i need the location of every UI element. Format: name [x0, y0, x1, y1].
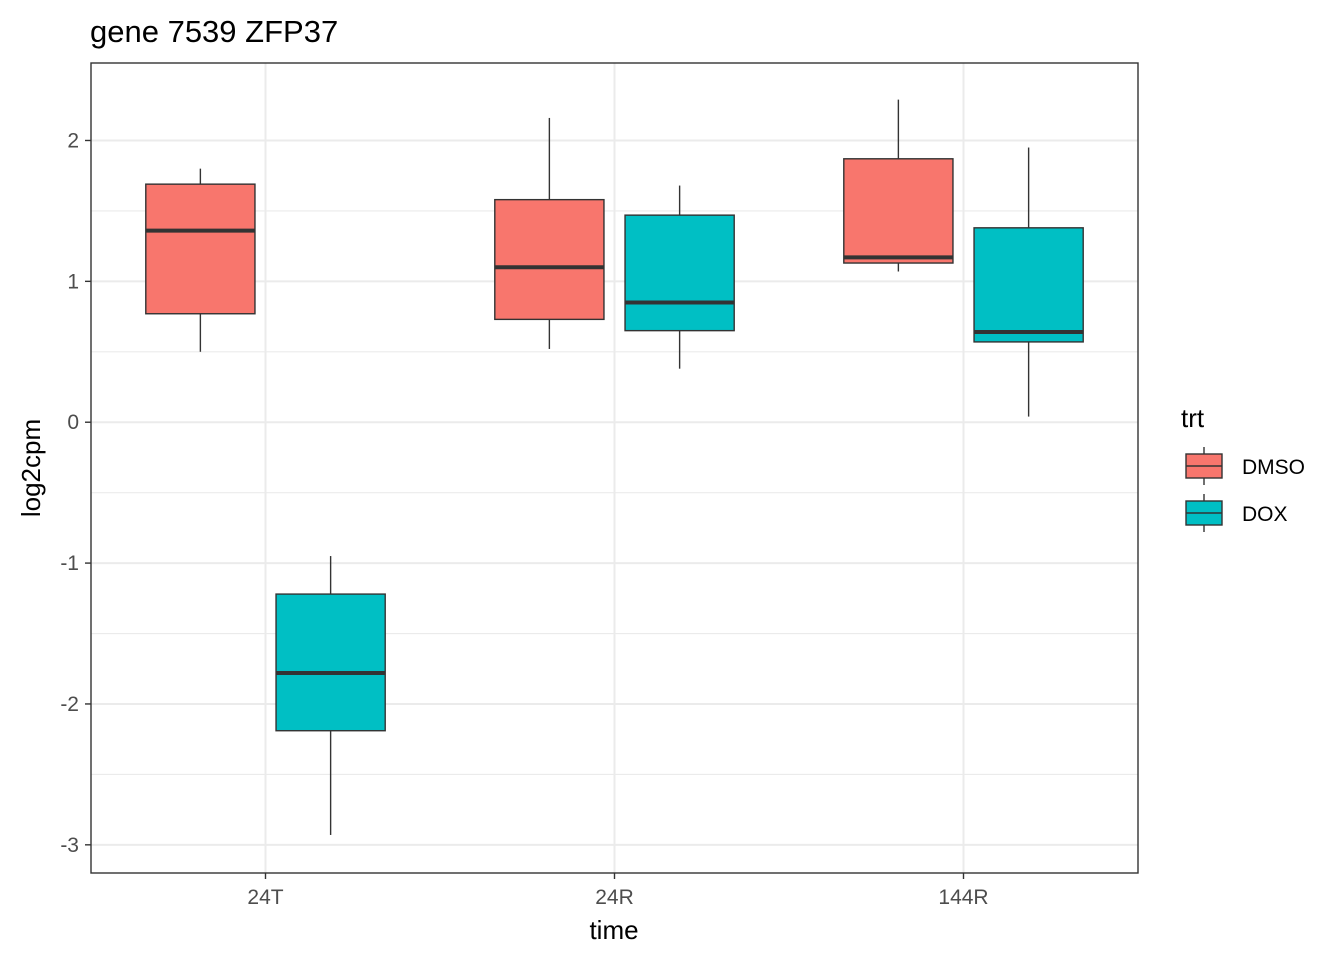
box-dmso-24t — [145, 168, 256, 352]
box-dmso-144r — [843, 99, 954, 272]
legend: trt DMSO DOX — [1181, 403, 1305, 532]
legend-title: trt — [1181, 403, 1205, 433]
boxes — [145, 99, 1084, 835]
box-body — [494, 198, 605, 321]
y-tick-label: 0 — [67, 411, 79, 434]
chart-title: gene 7539 ZFP37 — [90, 14, 338, 49]
legend-label: DOX — [1242, 503, 1288, 526]
y-tick-label: -3 — [60, 834, 79, 857]
box-body — [275, 593, 386, 732]
y-axis-title: log2cpm — [16, 419, 46, 517]
x-tick-label: 24R — [595, 886, 634, 909]
legend-entry-dox: DOX — [1185, 494, 1288, 532]
legend-label: DMSO — [1242, 456, 1305, 479]
box-body — [145, 183, 256, 315]
box-dox-24t — [275, 556, 386, 835]
plot-area — [90, 62, 1139, 874]
legend-entries: DMSO DOX — [1185, 447, 1305, 532]
box-dox-144r — [973, 147, 1084, 417]
y-axis: -3 -2 -1 0 1 2 — [60, 129, 91, 857]
x-axis-title: time — [589, 915, 638, 945]
box-body — [973, 227, 1084, 343]
grid-major — [91, 63, 1138, 873]
box-dmso-24r — [494, 117, 605, 349]
y-tick-label: 2 — [67, 129, 79, 152]
box-dox-24r — [624, 185, 735, 369]
legend-entry-dmso: DMSO — [1185, 447, 1305, 485]
box-body — [843, 158, 954, 264]
y-tick-label: -1 — [60, 552, 79, 575]
y-tick-label: 1 — [67, 270, 79, 293]
x-axis: 24T 24R 144R — [247, 873, 989, 909]
y-tick-label: -2 — [60, 693, 79, 716]
x-tick-label: 144R — [938, 886, 988, 909]
x-tick-label: 24T — [247, 886, 283, 909]
box-body — [624, 214, 735, 332]
